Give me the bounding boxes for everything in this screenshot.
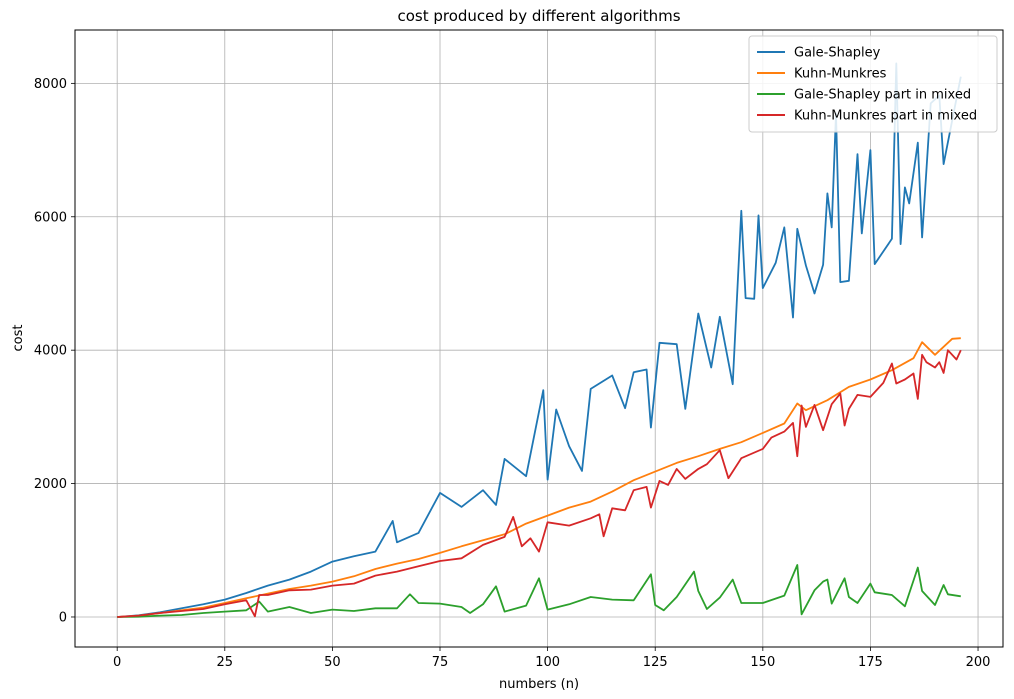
x-tick-label: 100 bbox=[535, 655, 560, 670]
series-line-1 bbox=[117, 62, 962, 618]
x-tick-label: 125 bbox=[643, 655, 668, 670]
x-tick-label: 50 bbox=[324, 655, 341, 670]
legend-entry: Gale-Shapley part in mixed bbox=[794, 88, 971, 103]
grid bbox=[75, 30, 1003, 647]
y-tick-label: 0 bbox=[59, 610, 67, 625]
x-tick-label: 175 bbox=[858, 655, 883, 670]
x-tick-label: 200 bbox=[966, 655, 991, 670]
legend-entry: Kuhn-Munkres bbox=[794, 67, 887, 82]
legend-box bbox=[748, 35, 998, 133]
legend-entry: Kuhn-Munkres part in mixed bbox=[794, 109, 977, 124]
y-tick-label: 2000 bbox=[34, 477, 67, 492]
x-tick-label: 0 bbox=[113, 655, 121, 670]
series-line-2 bbox=[117, 337, 961, 618]
legend-entry: Gale-Shapley bbox=[794, 46, 881, 61]
chart-title: cost produced by different algorithms bbox=[397, 7, 680, 25]
y-axis-label: cost bbox=[11, 325, 26, 352]
y-tick-label: 8000 bbox=[34, 77, 67, 92]
y-tick-label: 6000 bbox=[34, 210, 67, 225]
x-tick-label: 25 bbox=[217, 655, 234, 670]
y-tick-label: 4000 bbox=[34, 344, 67, 359]
plot-frame bbox=[74, 29, 1004, 648]
x-tick-label: 150 bbox=[750, 655, 775, 670]
series-lines bbox=[117, 62, 962, 618]
legend: Gale-Shapley Kuhn-Munkres Gale-Shapley par… bbox=[748, 35, 998, 133]
series-line-4 bbox=[117, 349, 962, 618]
x-tick-label: 75 bbox=[432, 655, 449, 670]
series-line-3 bbox=[117, 564, 961, 618]
x-axis-label: numbers (n) bbox=[499, 677, 579, 692]
